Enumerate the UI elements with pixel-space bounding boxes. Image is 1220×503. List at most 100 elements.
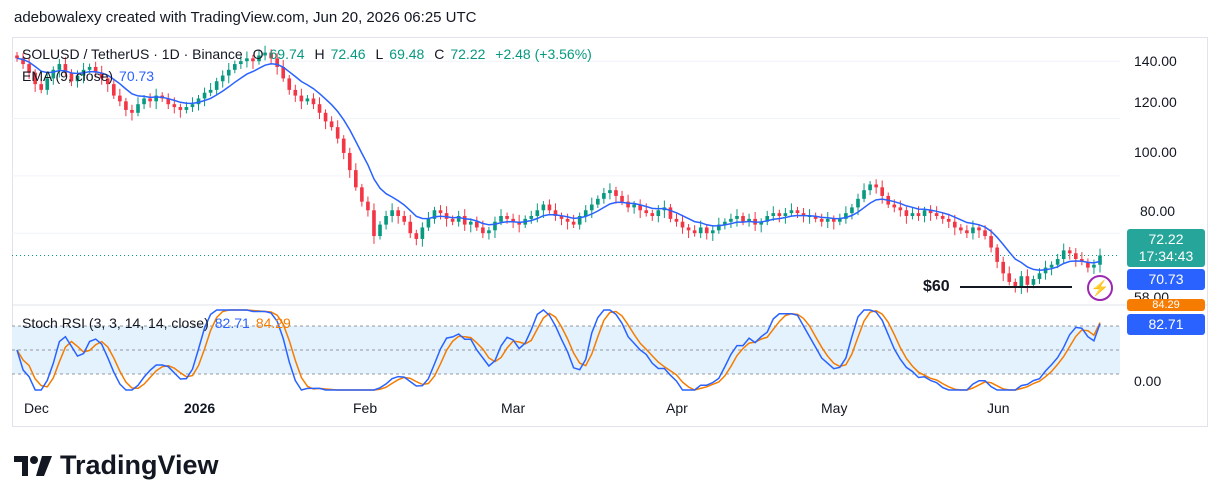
candle-body: [535, 210, 540, 216]
stoch-k-line: [16, 309, 1101, 391]
last-price-value: 72.22: [1148, 231, 1184, 247]
candle-body: [1031, 279, 1036, 285]
candle-body: [541, 204, 546, 211]
candle-body: [1007, 273, 1012, 282]
candle-body: [819, 218, 824, 222]
candle-body: [904, 210, 909, 216]
candle-body: [27, 64, 31, 73]
candle-body: [692, 230, 697, 234]
candle-body: [257, 55, 261, 62]
candle-body: [589, 204, 594, 211]
candle-body: [656, 210, 661, 216]
price-tick-100: 100.00: [1134, 144, 1177, 160]
candle-body: [838, 218, 842, 222]
open-value: 69.74: [269, 46, 305, 62]
candle-body: [596, 198, 600, 205]
candle-body: [384, 216, 388, 225]
open-label: O: [252, 46, 264, 62]
candle-body: [825, 218, 830, 222]
candle-body: [1025, 276, 1030, 285]
low-value: 69.48: [389, 46, 425, 62]
low-label: L: [375, 46, 384, 62]
candle-body: [989, 236, 993, 248]
candle-body: [190, 104, 195, 108]
candle-body: [759, 221, 763, 225]
candle-body: [142, 98, 146, 105]
candle-body: [269, 52, 273, 59]
candle-body: [462, 216, 467, 225]
candle-body: [789, 210, 794, 214]
candle-body: [710, 230, 715, 234]
candle-body: [771, 213, 776, 216]
candle-body: [432, 210, 437, 219]
stoch-legend: Stoch RSI (3, 3, 14, 14, close) 82.71 84.2…: [22, 315, 297, 331]
candle-body: [366, 201, 370, 211]
candle-body: [559, 216, 564, 219]
candle-body: [644, 210, 649, 214]
stoch-k-tag: 82.71: [1127, 314, 1205, 335]
candle-body: [650, 213, 655, 216]
time-tick-mar: Mar: [501, 400, 526, 416]
candle-body: [783, 213, 788, 216]
support-annotation-label: $60: [923, 278, 950, 295]
candle-body: [305, 98, 310, 102]
candle-body: [553, 210, 558, 216]
candle-body: [124, 101, 128, 110]
candle-body: [729, 218, 733, 222]
candle-body: [281, 66, 286, 79]
price-tick-140: 140.00: [1134, 53, 1177, 69]
candle-body: [874, 184, 878, 188]
candle-body: [844, 213, 848, 219]
candle-body: [971, 227, 975, 234]
candle-body: [323, 112, 328, 122]
candle-body: [360, 187, 364, 202]
candle-body: [214, 81, 219, 90]
candle-body: [952, 221, 957, 228]
candle-body: [571, 221, 576, 225]
candle-body: [299, 95, 304, 102]
candle-body: [668, 207, 673, 219]
candle-body: [1037, 273, 1042, 280]
candle-body: [178, 107, 183, 110]
candle-body: [220, 75, 225, 82]
candle-body: [263, 52, 267, 56]
candle-body: [880, 187, 885, 196]
chart-header-caption: adebowalexy created with TradingView.com…: [14, 9, 477, 26]
ema-legend: EMA (9, close) 70.73: [22, 68, 160, 84]
candle-body: [45, 78, 50, 90]
last-price-tag: 72.22 17:34:43: [1127, 229, 1205, 267]
ema-price-tag: 70.73: [1127, 269, 1205, 290]
candle-body: [172, 104, 177, 108]
candle-body: [565, 218, 570, 222]
candle-body: [983, 230, 987, 237]
candle-body: [354, 170, 358, 188]
candle-body: [232, 64, 237, 70]
candle-body: [130, 109, 134, 113]
candle-body: [698, 227, 703, 234]
candle-body: [583, 210, 588, 216]
candle-body: [372, 210, 376, 237]
candle-body: [154, 95, 158, 102]
change-value: +2.48 (+3.56%): [495, 46, 592, 62]
candle-body: [196, 98, 201, 105]
candle-body: [481, 227, 485, 234]
candle-body: [777, 213, 782, 216]
candle-body: [632, 204, 636, 208]
candle-body: [674, 218, 679, 222]
candle-body: [1019, 276, 1024, 288]
candle-body: [928, 210, 933, 214]
lightning-icon[interactable]: ⚡: [1087, 275, 1113, 301]
candle-body: [602, 193, 606, 199]
candle-body: [293, 89, 298, 96]
candle-body: [378, 224, 382, 237]
price-tick-120: 120.00: [1134, 94, 1177, 110]
stoch-k-value: 82.71: [214, 315, 250, 331]
candle-body: [910, 213, 915, 216]
candle-body: [69, 72, 74, 82]
candle-body: [1092, 264, 1096, 268]
candle-body: [517, 221, 521, 225]
candle-body: [87, 66, 92, 70]
candle-body: [704, 227, 709, 234]
candle-body: [898, 207, 903, 211]
